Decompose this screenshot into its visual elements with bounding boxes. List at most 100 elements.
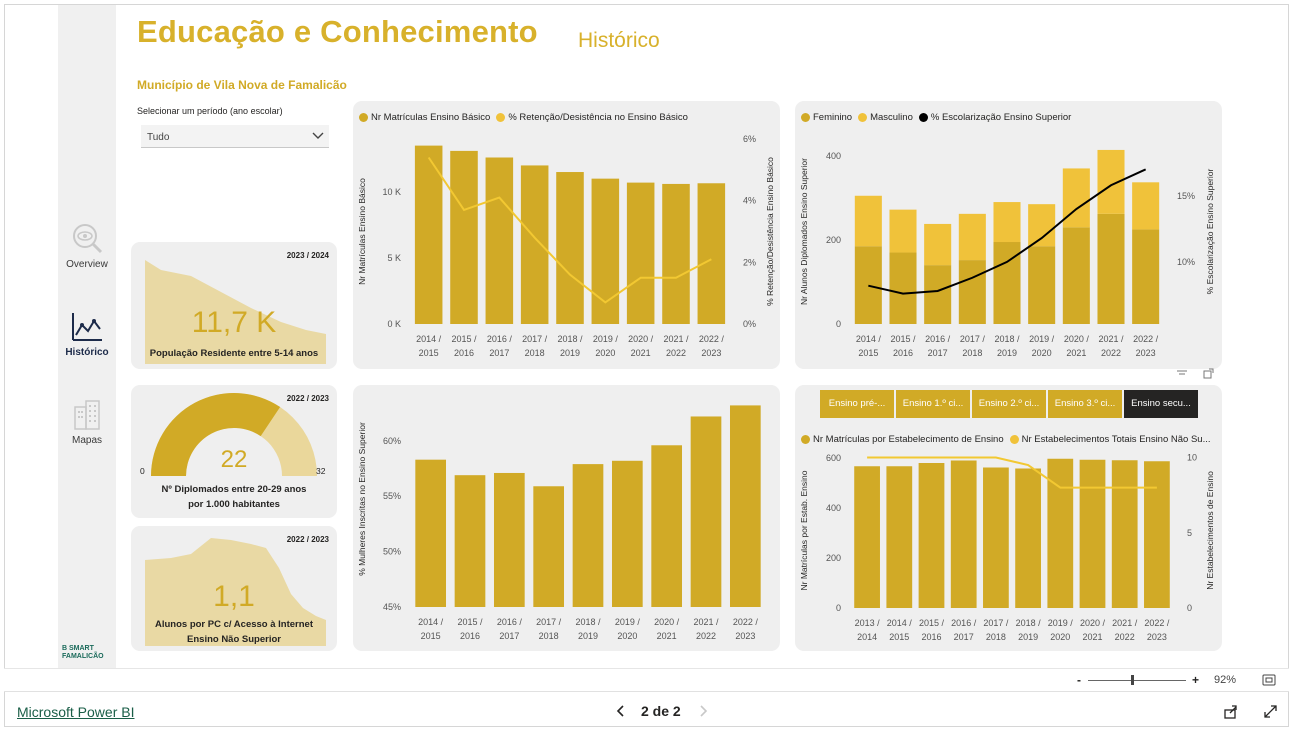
bar	[533, 486, 565, 607]
legend-dot	[801, 113, 810, 122]
nav-item-mapas[interactable]: Mapas	[58, 399, 116, 446]
x-tick-label: 2017 /	[522, 334, 548, 344]
y2-axis-title: Nr Estabelecimentos de Ensino	[1205, 471, 1215, 590]
municipality-label: Município de Vila Nova de Famalicão	[137, 78, 347, 92]
chart-higher-education[interactable]: 0 200 400 10% 15% Nr Alunos Diplomados Ensino…	[795, 101, 1222, 369]
page-indicator: 2 de 2	[641, 703, 681, 719]
legend-label: % Escolarização Ensino Superior	[930, 112, 1072, 123]
x-tick-label: 2018	[962, 348, 982, 358]
legend-item[interactable]: % Retenção/Desistência no Ensino Básico	[496, 112, 688, 123]
bar	[729, 405, 761, 607]
fullscreen-icon[interactable]	[1263, 704, 1278, 719]
bar	[983, 467, 1009, 608]
bar	[591, 178, 620, 324]
x-tick-label: 2021 /	[1112, 618, 1138, 628]
y2-tick-label: 2%	[743, 257, 756, 267]
legend-item[interactable]: Feminino	[801, 112, 852, 123]
x-tick-label: 2016 /	[487, 334, 513, 344]
zoom-slider-track[interactable]	[1088, 680, 1186, 681]
y-axis-title: Nr Alunos Diplomados Ensino Superior	[799, 158, 809, 305]
legend-dot	[918, 113, 928, 122]
bar	[918, 463, 945, 608]
kpi-label-line1: Nº Diplomados entre 20-29 anos	[161, 484, 307, 495]
x-tick-label: 2017 /	[960, 334, 986, 344]
navigation-sidebar: Overview Histórico Mapas B SMART FAMALIC…	[58, 5, 116, 668]
legend-item[interactable]: Nr Matrículas por Estabelecimento de Ens…	[801, 434, 1004, 445]
focus-mode-icon[interactable]	[1203, 368, 1214, 379]
chart-basic-enrollment[interactable]: 0 K 5 K 10 K 0% 2% 4% 6% Nr Matrículas Ensino B…	[353, 101, 780, 369]
legend-item[interactable]: Masculino	[858, 112, 913, 123]
tab-ensino-2-ciclo[interactable]: Ensino 2.º ci...	[972, 390, 1046, 418]
x-tick-label: 2020 /	[628, 334, 654, 344]
bsmart-logo: B SMART FAMALICÃO	[62, 645, 114, 661]
chart-establishments[interactable]: 0 200 400 600 0 5 10 Nr Matrículas por Estab. E…	[795, 385, 1222, 651]
chevron-left-icon[interactable]	[613, 703, 629, 719]
share-icon[interactable]	[1223, 704, 1238, 719]
power-bi-link[interactable]: Microsoft Power BI	[17, 704, 135, 720]
y-axis-title: Nr Matrículas por Estab. Ensino	[799, 470, 809, 590]
fit-to-page-icon[interactable]	[1262, 674, 1276, 686]
x-tick-label: 2018	[986, 632, 1006, 642]
x-tick-label: 2020	[617, 631, 637, 641]
page-navigator: 2 de 2	[613, 703, 711, 719]
chart-legend: Nr Matrículas por Estabelecimento de Ens…	[801, 434, 1217, 445]
gauge-fill	[151, 393, 281, 476]
x-tick-label: 2018 /	[557, 334, 583, 344]
bar	[450, 150, 478, 324]
legend-label: % Retenção/Desistência no Ensino Básico	[508, 112, 688, 123]
x-tick-label: 2023	[701, 348, 721, 358]
y-tick-label: 5 K	[387, 253, 401, 263]
bar	[414, 145, 443, 324]
x-tick-label: 2016	[921, 632, 941, 642]
legend-label: Feminino	[813, 112, 853, 123]
x-tick-label: 2015	[421, 631, 441, 641]
nav-item-overview[interactable]: Overview	[58, 221, 116, 270]
x-tick-label: 2018 /	[575, 617, 601, 627]
bar	[454, 475, 486, 607]
buildings-icon	[74, 400, 100, 430]
legend-item[interactable]: Nr Matrículas Ensino Básico	[359, 112, 490, 123]
tab-ensino-pre[interactable]: Ensino pré-...	[820, 390, 894, 418]
y2-tick-label: 15%	[1177, 191, 1195, 201]
x-tick-label: 2021	[1082, 632, 1102, 642]
legend-item[interactable]: % Escolarização Ensino Superior	[918, 112, 1072, 123]
x-tick-label: 2022 /	[699, 334, 725, 344]
y2-axis-title: % Escolarização Ensino Superior	[1205, 169, 1215, 295]
magnifier-eye-icon	[73, 224, 103, 254]
kpi-label-line1: Alunos por PC c/ Acesso à Internet	[154, 619, 314, 630]
y-tick-label: 400	[826, 151, 841, 161]
legend-dot	[801, 435, 810, 444]
x-tick-label: 2022	[666, 348, 686, 358]
tab-ensino-3-ciclo[interactable]: Ensino 3.º ci...	[1048, 390, 1122, 418]
x-tick-label: 2018	[525, 348, 545, 358]
zoom-out-button[interactable]: -	[1077, 673, 1081, 687]
x-tick-label: 2018 /	[994, 334, 1020, 344]
x-tick-label: 2015 /	[890, 334, 916, 344]
bar	[1144, 461, 1170, 608]
bar-segment	[924, 223, 952, 266]
bar-segment	[854, 246, 882, 324]
bar	[611, 460, 643, 607]
zoom-in-button[interactable]: +	[1192, 673, 1200, 687]
bar-segment	[1062, 227, 1090, 324]
y2-tick-label: 5	[1187, 528, 1192, 538]
tab-ensino-secundario[interactable]: Ensino secu...	[1124, 390, 1198, 418]
x-tick-label: 2022 /	[1144, 618, 1170, 628]
y-tick-label: 400	[826, 503, 841, 513]
x-tick-label: 2021 /	[693, 617, 719, 627]
zoom-slider-handle[interactable]	[1131, 675, 1134, 685]
y2-tick-label: 6%	[743, 134, 756, 144]
tab-ensino-1-ciclo[interactable]: Ensino 1.º ci...	[896, 390, 970, 418]
period-slicer-dropdown[interactable]: Tudo	[141, 125, 329, 148]
legend-label: Nr Matrículas Ensino Básico	[371, 112, 491, 123]
kpi-value: 11,7 K	[191, 306, 277, 339]
filter-icon[interactable]	[1176, 369, 1188, 377]
nav-item-historico[interactable]: Histórico	[58, 311, 116, 358]
chevron-right-icon[interactable]	[695, 703, 711, 719]
bar-segment	[889, 209, 917, 253]
legend-item[interactable]: Nr Estabelecimentos Totais Ensino Não Su…	[1009, 434, 1211, 445]
kpi-period: 2022 / 2023	[286, 535, 329, 544]
y-tick-label: 600	[826, 453, 841, 463]
chart-women-higher-education[interactable]: 45% 50% 55% 60% % Mulheres Inscritas no Ensi…	[353, 385, 780, 651]
x-tick-label: 2023	[1136, 348, 1156, 358]
